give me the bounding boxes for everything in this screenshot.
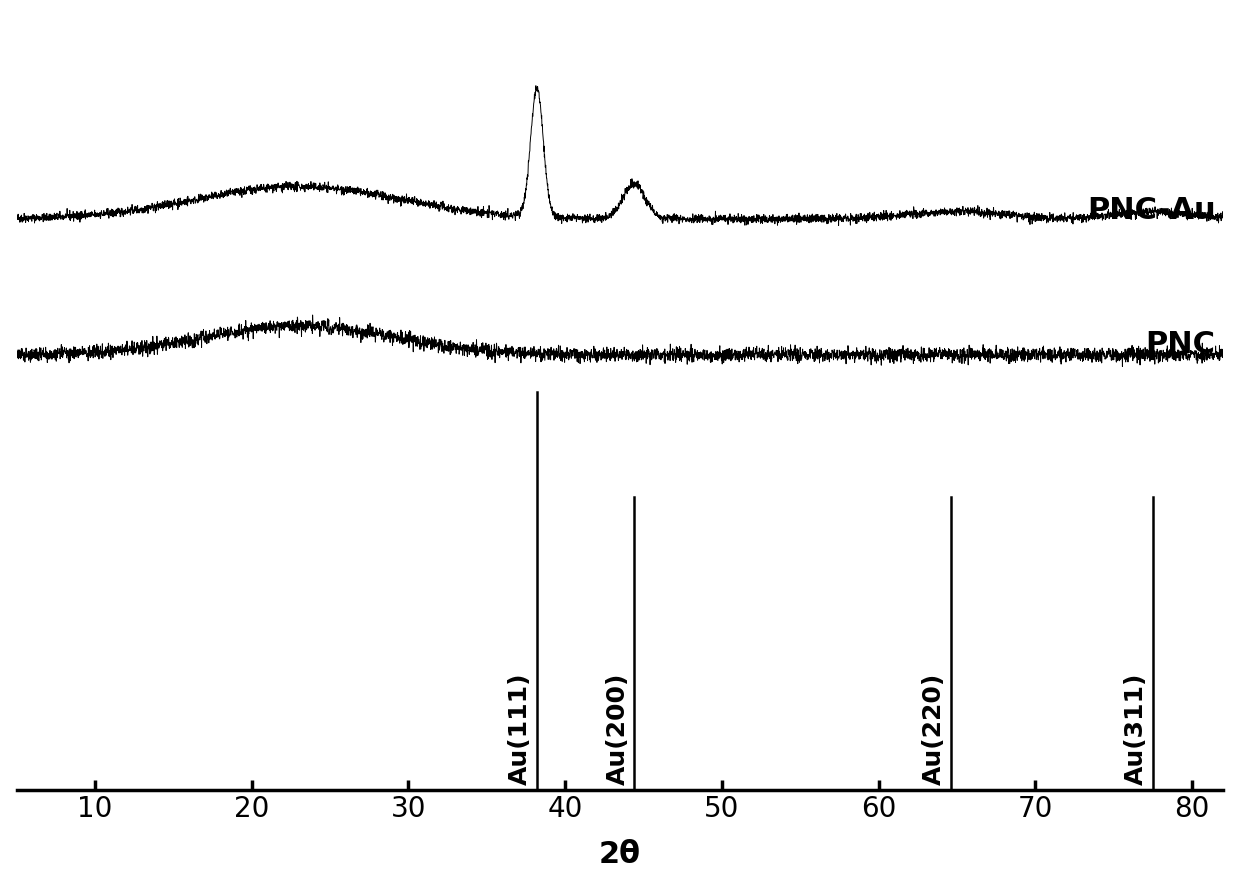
Text: Au(200): Au(200) — [605, 672, 630, 785]
Text: Au(111): Au(111) — [508, 672, 532, 785]
X-axis label: 2θ: 2θ — [599, 840, 641, 869]
Text: PNC: PNC — [1146, 330, 1215, 360]
Text: Au(220): Au(220) — [923, 672, 946, 785]
Text: PNC-Au: PNC-Au — [1087, 195, 1215, 225]
Text: Au(311): Au(311) — [1125, 672, 1148, 785]
